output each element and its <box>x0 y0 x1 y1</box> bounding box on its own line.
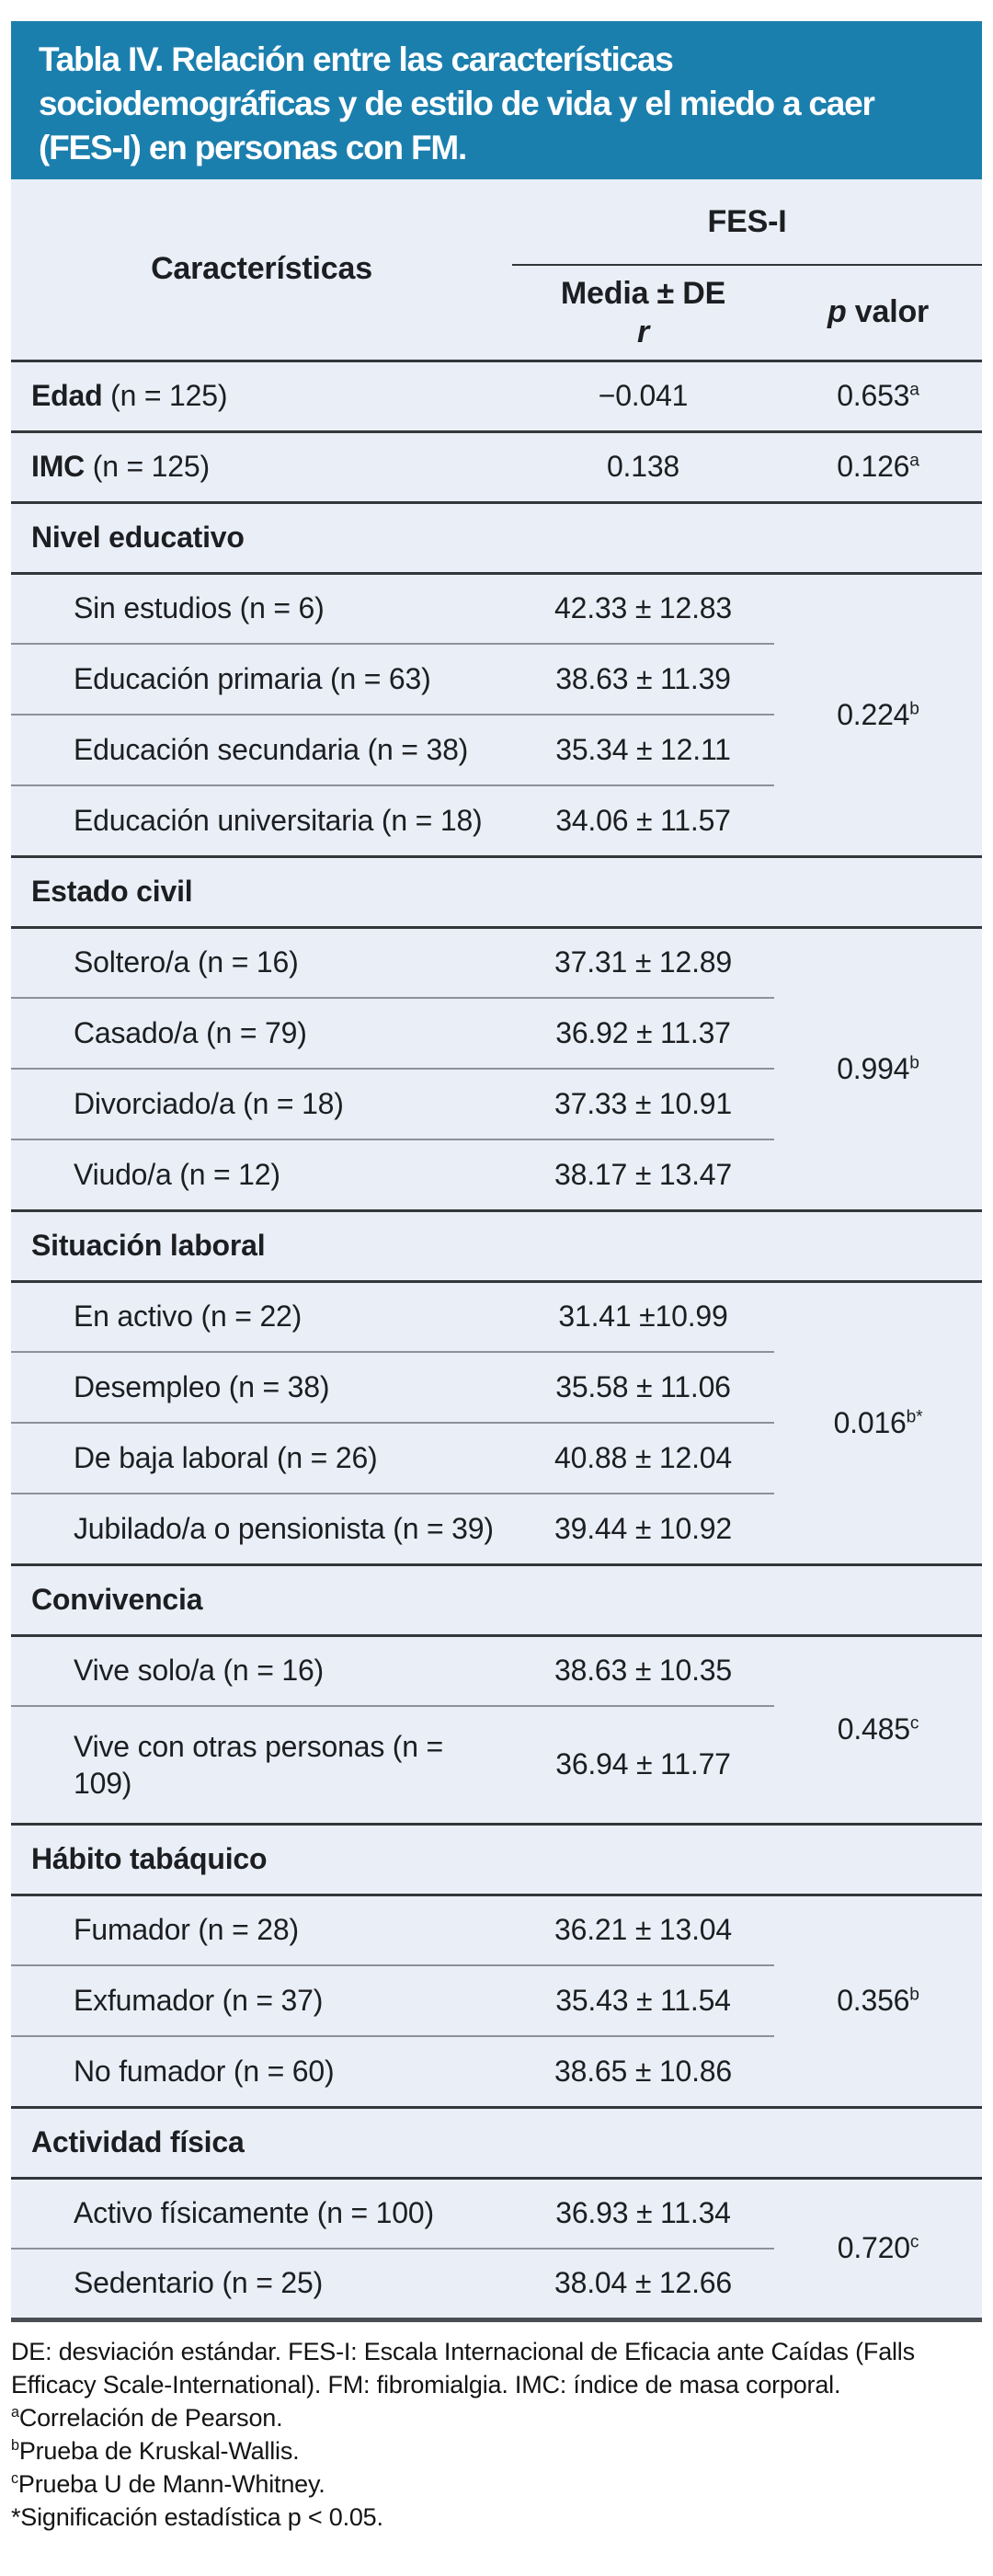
row-label: Soltero/a (n = 16) <box>11 927 512 999</box>
table-row: Vive con otras personas (n = 109) 36.94 … <box>11 1706 982 1825</box>
row-value: 34.06 ± 11.57 <box>512 785 774 857</box>
table-row: Sin estudios (n = 6) 42.33 ± 12.83 0.224… <box>11 573 982 731</box>
table-title: Tabla IV. Relación entre las característ… <box>11 21 982 179</box>
row-label: Divorciado/a (n = 18) <box>11 1069 512 1140</box>
row-value: 38.63 ± 11.39 <box>512 644 774 716</box>
row-label: Educación secundaria (n = 38) <box>11 715 512 786</box>
table-row: No fumador (n = 60) 38.65 ± 10.86 <box>11 2036 982 2108</box>
row-label: Exfumador (n = 37) <box>11 1965 512 2037</box>
statistics-table: Características FES-I Media ± DE r p val… <box>11 179 982 2322</box>
table-row-imc: IMC (n = 125) 0.138 0.126a <box>11 431 982 504</box>
row-label: No fumador (n = 60) <box>11 2036 512 2108</box>
row-label: De baja laboral (n = 26) <box>11 1423 512 1494</box>
footnote-item: aCorrelación de Pearson. <box>11 2403 283 2432</box>
row-p-value: 0.356b <box>837 1984 919 2017</box>
column-group-header-fesi: FES-I <box>512 179 982 266</box>
row-label: Fumador (n = 28) <box>11 1895 512 1966</box>
row-value: 36.93 ± 11.34 <box>512 2178 774 2250</box>
row-value: 37.31 ± 12.89 <box>512 927 774 999</box>
table-title-line: Tabla IV. Relación entre las característ… <box>39 40 674 78</box>
row-value: 37.33 ± 10.91 <box>512 1069 774 1140</box>
row-label: Educación universitaria (n = 18) <box>11 785 512 857</box>
footnote-abbreviations: DE: desviación estándar. FES-I: Escala I… <box>11 2337 915 2399</box>
row-p-value: 0.016b* <box>833 1405 923 1439</box>
row-label: Casado/a (n = 79) <box>11 998 512 1070</box>
row-label: Activo físicamente (n = 100) <box>11 2178 512 2250</box>
row-value: 39.44 ± 10.92 <box>512 1494 774 1565</box>
table-row: Fumador (n = 28) 36.21 ± 13.04 0.356b <box>11 1895 982 2017</box>
row-value: 38.04 ± 12.66 <box>554 2266 732 2300</box>
section-header-nivel-educativo: Nivel educativo <box>11 500 982 575</box>
row-label: Edad (n = 125) <box>11 361 512 433</box>
footnote-item: *Significación estadística p < 0.05. <box>11 2502 383 2531</box>
row-value: 31.41 ±10.99 <box>512 1281 774 1353</box>
row-label: Vive con otras personas (n = 109) <box>11 1706 512 1825</box>
row-value: 38.17 ± 13.47 <box>512 1139 774 1211</box>
table-footnotes: DE: desviación estándar. FES-I: Escala I… <box>11 2335 982 2534</box>
row-p-value: 0.126a <box>774 431 982 504</box>
table-title-line: (FES-I) en personas con FM. <box>39 129 467 166</box>
row-value: −0.041 <box>512 361 774 433</box>
row-value: 0.138 <box>512 431 774 504</box>
row-value: 36.21 ± 13.04 <box>512 1895 774 1966</box>
row-value: 38.63 ± 10.35 <box>512 1635 774 1707</box>
row-p-value: 0.653a <box>774 361 982 433</box>
table-row: Viudo/a (n = 12) 38.17 ± 13.47 <box>11 1139 982 1211</box>
row-label: En activo (n = 22) <box>11 1281 512 1353</box>
column-header-media-de-r: Media ± DE r <box>512 265 774 362</box>
table-row: Divorciado/a (n = 18) 37.33 ± 10.91 <box>11 1069 982 1140</box>
row-p-value: 0.224b <box>837 697 919 731</box>
row-label: Sin estudios (n = 6) <box>11 573 512 645</box>
r-label: r <box>636 314 650 349</box>
table-row: Educación secundaria (n = 38) 35.34 ± 12… <box>11 715 982 786</box>
row-value: 40.88 ± 12.04 <box>512 1423 774 1494</box>
table-row: Sedentario (n = 25) 38.04 ± 12.66 <box>11 2249 982 2319</box>
table-row-edad: Edad (n = 125) −0.041 0.653a <box>11 361 982 433</box>
section-header-actividad-fisica: Actividad física <box>11 2105 982 2180</box>
row-value: 36.94 ± 11.77 <box>512 1706 774 1825</box>
row-value: 42.33 ± 12.83 <box>512 573 774 645</box>
row-value: 35.58 ± 11.06 <box>512 1352 774 1424</box>
table-row: En activo (n = 22) 31.41 ±10.99 0.016b* <box>11 1281 982 1439</box>
table-row: Educación primaria (n = 63) 38.63 ± 11.3… <box>11 644 982 716</box>
table-row: Educación universitaria (n = 18) 34.06 ±… <box>11 785 982 857</box>
table-row: Soltero/a (n = 16) 37.31 ± 12.89 0.994b <box>11 927 982 1085</box>
footnote-item: cPrueba U de Mann-Whitney. <box>11 2469 325 2498</box>
row-p-value: 0.994b <box>837 1051 919 1085</box>
table-row: Jubilado/a o pensionista (n = 39) 39.44 … <box>11 1494 982 1565</box>
row-p-value: 0.720c <box>837 2231 919 2264</box>
row-value: 38.65 ± 10.86 <box>512 2036 774 2108</box>
section-header-estado-civil: Estado civil <box>11 854 982 929</box>
row-label: Desempleo (n = 38) <box>11 1352 512 1424</box>
table-title-line: sociodemográficas y de estilo de vida y … <box>39 85 875 122</box>
row-value: 35.34 ± 12.11 <box>512 715 774 786</box>
footnote-item: bPrueba de Kruskal-Wallis. <box>11 2436 300 2465</box>
table-row: Casado/a (n = 79) 36.92 ± 11.37 <box>11 998 982 1070</box>
column-header-characteristics: Características <box>11 179 512 362</box>
section-header-convivencia: Convivencia <box>11 1563 982 1637</box>
table-row: Vive solo/a (n = 16) 38.63 ± 10.35 0.485… <box>11 1635 982 1746</box>
row-p-value: 0.485c <box>837 1712 919 1746</box>
table-row: Desempleo (n = 38) 35.58 ± 11.06 <box>11 1352 982 1424</box>
media-de-label: Media ± DE <box>560 275 726 311</box>
table-row: Exfumador (n = 37) 35.43 ± 11.54 <box>11 1965 982 2037</box>
table-row: Activo físicamente (n = 100) 36.93 ± 11.… <box>11 2178 982 2264</box>
row-value: 36.92 ± 11.37 <box>512 998 774 1070</box>
row-value: 35.43 ± 11.54 <box>512 1965 774 2037</box>
row-label: Educación primaria (n = 63) <box>11 644 512 716</box>
row-label: Jubilado/a o pensionista (n = 39) <box>11 1494 512 1565</box>
column-header-p-valor: p valor <box>774 265 982 362</box>
row-label: Vive solo/a (n = 16) <box>11 1635 512 1707</box>
row-label: IMC (n = 125) <box>11 431 512 504</box>
table-header: Características FES-I Media ± DE r p val… <box>11 179 982 362</box>
table-row: De baja laboral (n = 26) 40.88 ± 12.04 <box>11 1423 982 1494</box>
row-label: Viudo/a (n = 12) <box>11 1139 512 1211</box>
table-figure: Tabla IV. Relación entre las característ… <box>11 21 982 2534</box>
section-header-habito-tabaquico: Hábito tabáquico <box>11 1822 982 1896</box>
row-label: Sedentario (n = 25) <box>74 2266 324 2300</box>
section-header-situacion-laboral: Situación laboral <box>11 1208 982 1283</box>
